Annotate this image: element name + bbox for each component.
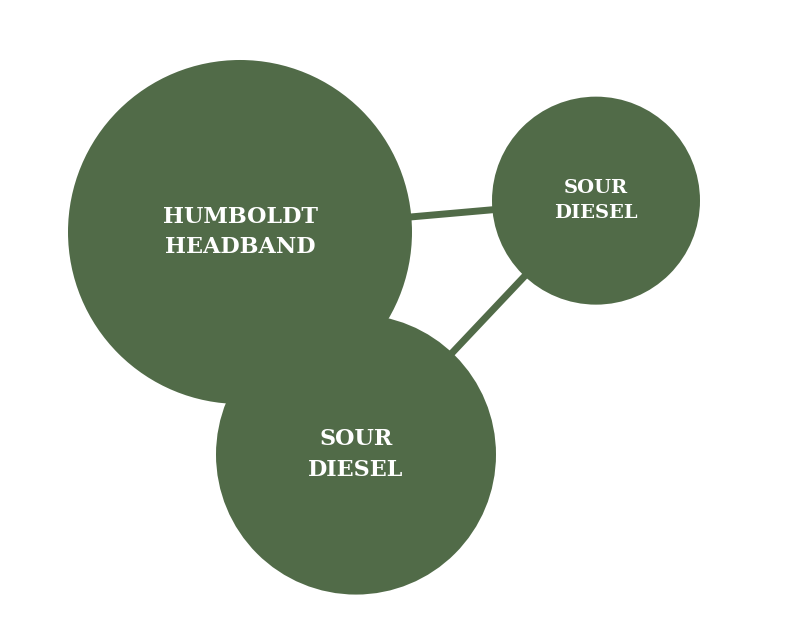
Ellipse shape bbox=[68, 60, 412, 404]
Ellipse shape bbox=[492, 97, 700, 305]
Text: SOUR
DIESEL: SOUR DIESEL bbox=[554, 179, 638, 222]
Ellipse shape bbox=[216, 315, 496, 594]
Text: HUMBOLDT
HEADBAND: HUMBOLDT HEADBAND bbox=[162, 206, 318, 258]
Text: SOUR
DIESEL: SOUR DIESEL bbox=[308, 428, 404, 481]
